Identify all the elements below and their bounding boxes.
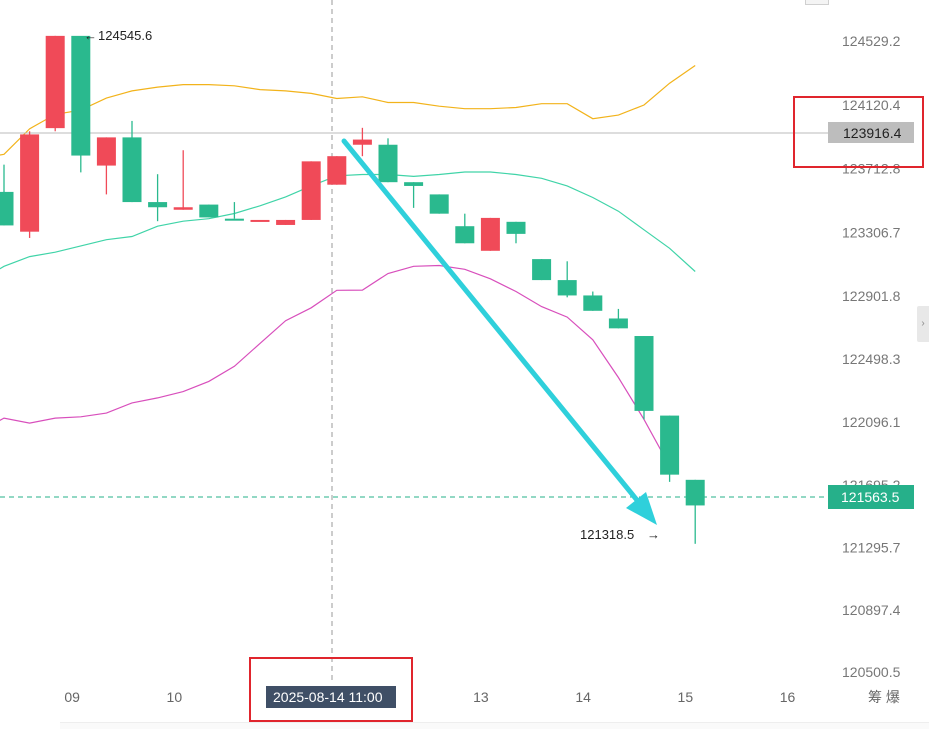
candle [301,161,321,220]
middle-band-line [0,171,696,272]
candle [634,336,654,420]
candle-body [199,204,219,218]
crosshair-price-text: 123916.4 [843,125,902,141]
candle-body [224,218,244,221]
date-tick-label: 15 [678,689,694,705]
candle-body [532,259,552,281]
side-collapse-handle[interactable]: › [917,306,929,342]
date-tick-label: 14 [575,689,591,705]
candle-body [45,35,65,129]
candle-body [455,226,475,244]
date-tick-label: 10 [167,689,183,705]
bollinger-bands [0,65,696,467]
price-tick-label: 123306.7 [842,224,901,240]
candle-body [378,144,398,183]
candle-body [352,139,372,145]
candle-body [0,191,14,226]
candle-body [480,217,500,251]
candle [685,479,705,544]
last-price-tag: 121563.5 [828,485,914,509]
high-arrow-icon: ← [84,28,97,43]
low-annotation-label: 121318.5 [580,527,634,542]
crosshair-date-tag: 2025-08-14 11:00 [266,686,396,708]
price-tick-label: 122901.8 [842,288,901,304]
last-price-text: 121563.5 [841,489,900,505]
candle [71,35,91,173]
candle-body [122,137,142,203]
candle [173,150,193,210]
candle [96,137,116,195]
candle [429,194,449,214]
price-axis[interactable]: 124529.2 124120.4 123712.8 123306.7 122901.8… [842,33,901,680]
candle-body [250,219,270,222]
candles [0,35,705,544]
crosshair-date-text: 2025-08-14 11:00 [273,689,383,705]
price-tick-label: 120897.4 [842,602,901,618]
candle [352,127,372,157]
candle [0,164,14,226]
candle-body [71,35,91,156]
low-arrow-icon: → [647,527,660,542]
price-tick-label: 121295.7 [842,539,901,555]
price-tick-label: 124529.2 [842,33,901,49]
candle [45,35,65,132]
candle-body [685,479,705,506]
candle [378,138,398,183]
candle-body [327,156,347,185]
candle [276,219,296,225]
candle-body [583,295,603,311]
candle-body [660,415,680,475]
top-toggle-button[interactable] [805,0,829,5]
candle [506,221,526,244]
price-tick-label: 122498.3 [842,351,901,367]
candle-body [96,137,116,166]
candle-body [506,221,526,234]
candle-body [301,161,321,220]
date-tick-label: 16 [780,689,796,705]
candle [583,291,603,311]
time-axis[interactable]: 080910111213141516 [0,689,796,705]
candle-body [20,134,40,232]
high-annotation: ← 124545.6 [84,28,152,43]
date-highlight-box [249,657,413,722]
low-annotation: 121318.5 → [580,527,660,542]
price-highlight-box [793,96,924,168]
candle [224,202,244,221]
price-tick-label: 120500.5 [842,664,901,680]
high-annotation-label: 124545.6 [98,28,152,43]
candle [148,174,168,222]
date-tick-label: 13 [473,689,489,705]
trend-arrow [341,138,657,525]
crosshair-price-tag: 123916.4 [828,122,914,143]
candle [250,219,270,222]
candle-body [634,336,654,411]
candle-body [276,219,296,225]
lower-band-line [0,264,671,467]
candle-body [173,207,193,210]
candle [404,182,424,208]
candle-body [148,202,168,208]
date-tick-label: 09 [64,689,80,705]
upper-band-line [0,65,696,156]
candle [532,259,552,281]
candle [557,261,577,298]
candle [480,217,500,251]
price-tick-label: 122096.1 [842,414,901,430]
price-tick-label: 123712.8 [842,161,901,177]
candle [455,213,475,244]
indicator-toolbar-strip[interactable] [60,722,929,729]
candle [199,204,219,218]
candle-body [404,182,424,186]
candle [122,120,142,203]
candle-body [608,318,628,329]
candle [20,131,40,238]
candle-body [557,280,577,296]
candle [660,415,680,482]
candle [608,308,628,329]
candle [327,156,347,185]
chip-explode-label[interactable]: 筹 爆 [868,689,900,705]
price-tick-label: 124120.4 [842,97,901,113]
candle-body [429,194,449,214]
